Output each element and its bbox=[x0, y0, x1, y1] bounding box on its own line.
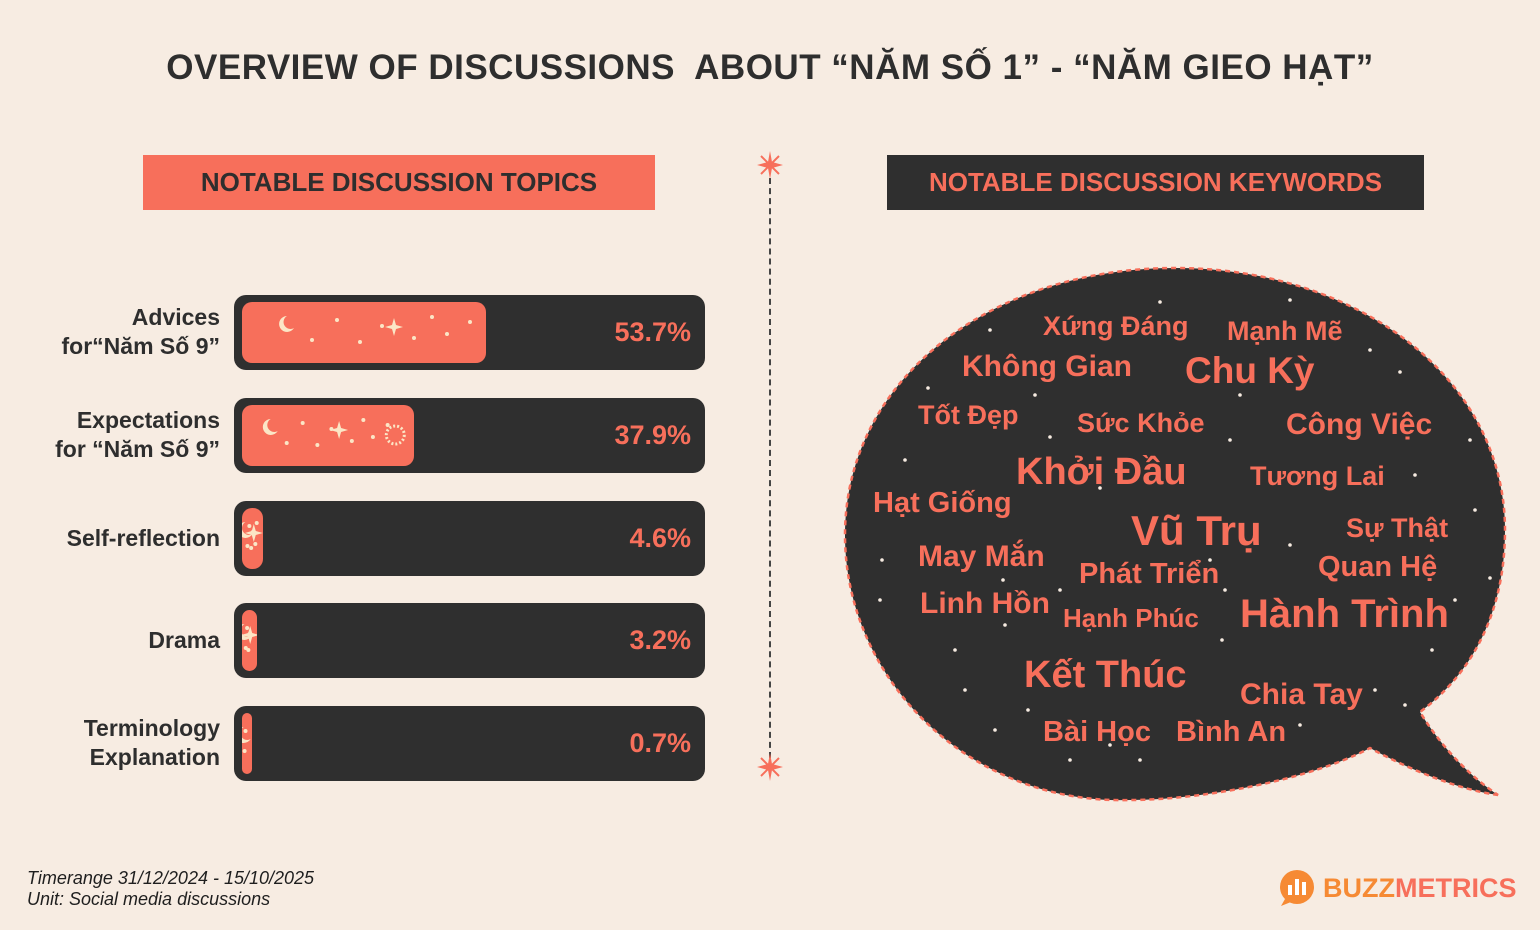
bar-stars-decoration bbox=[262, 418, 406, 447]
brand-logo: BUZZ METRICS bbox=[1277, 866, 1516, 910]
keyword-item: Sức Khỏe bbox=[1077, 408, 1205, 438]
divider-star-top-icon bbox=[757, 151, 783, 179]
bar bbox=[242, 713, 252, 774]
bar bbox=[242, 610, 257, 671]
bar-stars-decoration bbox=[242, 521, 263, 550]
bar-value-label: 4.6% bbox=[629, 523, 691, 553]
page-title: OVERVIEW OF DISCUSSIONS ABOUT “NĂM SỐ 1”… bbox=[166, 48, 1374, 87]
bar bbox=[242, 508, 263, 569]
keyword-item: Hành Trình bbox=[1240, 592, 1449, 636]
keyword-item: Hạt Giống bbox=[873, 487, 1012, 519]
bar-value-label: 53.7% bbox=[614, 317, 691, 347]
keyword-item: Hạnh Phúc bbox=[1063, 603, 1199, 633]
bar-category-label: Drama bbox=[148, 626, 220, 653]
keyword-item: Chia Tay bbox=[1240, 678, 1363, 711]
keyword-item: Bình An bbox=[1176, 716, 1287, 748]
bar-value-label: 3.2% bbox=[629, 625, 691, 655]
chart-bubble-icon bbox=[1280, 870, 1314, 906]
keyword-item: Sự Thật bbox=[1346, 513, 1449, 543]
bar-category-label: Advices for“Năm Số 9” bbox=[61, 304, 220, 359]
bar-track: 4.6% bbox=[234, 501, 705, 576]
bar-category-label: Self-reflection bbox=[66, 524, 220, 551]
unit-text: Unit: Social media discussions bbox=[27, 889, 271, 909]
bar-stars-decoration bbox=[279, 315, 472, 344]
center-divider bbox=[769, 178, 771, 758]
keyword-item: Công Việc bbox=[1286, 408, 1433, 441]
keyword-item: Chu Kỳ bbox=[1185, 350, 1315, 391]
keyword-item: May Mắn bbox=[918, 540, 1045, 573]
keyword-item: Khởi Đầu bbox=[1016, 451, 1187, 493]
brand-part1: BUZZ bbox=[1323, 872, 1395, 903]
bar-track: 37.9% bbox=[234, 398, 705, 473]
brand-part2: METRICS bbox=[1394, 872, 1517, 903]
keyword-item: Quan Hệ bbox=[1318, 551, 1438, 583]
keyword-item: Tốt Đẹp bbox=[918, 400, 1019, 430]
keyword-item: Kết Thúc bbox=[1024, 654, 1187, 696]
bar-value-label: 0.7% bbox=[629, 728, 691, 758]
bar bbox=[242, 405, 415, 466]
bar-track: 0.7% bbox=[234, 706, 705, 781]
bar bbox=[242, 302, 487, 363]
bar-value-label: 37.9% bbox=[614, 420, 691, 450]
bar-category-label: Expectations for “Năm Số 9” bbox=[55, 407, 220, 462]
timerange-text: Timerange 31/12/2024 - 15/10/2025 bbox=[27, 868, 315, 888]
keyword-item: Vũ Trụ bbox=[1131, 507, 1262, 554]
bar-category-label: Terminology Explanation bbox=[83, 715, 220, 770]
divider-star-bottom-icon bbox=[757, 753, 783, 781]
keyword-item: Linh Hồn bbox=[920, 587, 1050, 620]
keyword-item: Phát Triển bbox=[1079, 558, 1220, 590]
bar-stars-decoration bbox=[242, 727, 251, 753]
keyword-item: Mạnh Mẽ bbox=[1227, 316, 1343, 346]
bar-track: 3.2% bbox=[234, 603, 705, 678]
footer-note: Timerange 31/12/2024 - 15/10/2025 Unit: … bbox=[27, 868, 314, 910]
bar-track: 53.7% bbox=[234, 295, 705, 370]
keyword-item: Xứng Đáng bbox=[1043, 311, 1189, 341]
keyword-item: Bài Học bbox=[1043, 716, 1151, 748]
topics-header: NOTABLE DISCUSSION TOPICS bbox=[143, 155, 655, 210]
keywords-header: NOTABLE DISCUSSION KEYWORDS bbox=[887, 155, 1424, 210]
keyword-item: Tương Lai bbox=[1250, 461, 1385, 491]
keyword-item: Không Gian bbox=[962, 350, 1132, 383]
bar-stars-decoration bbox=[242, 624, 257, 652]
